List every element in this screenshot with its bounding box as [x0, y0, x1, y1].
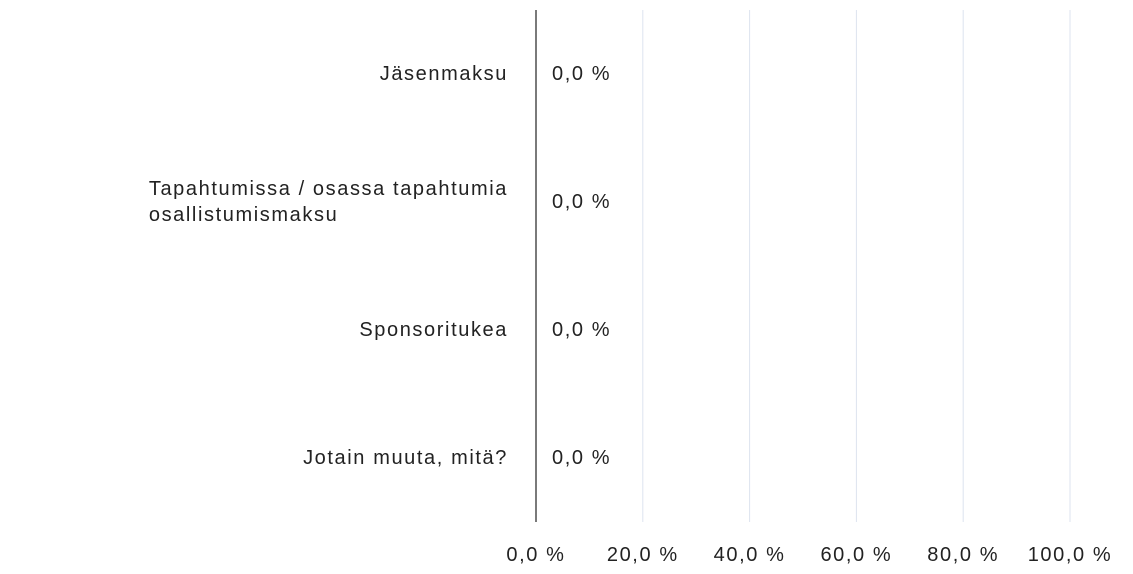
value-label: 0,0 % [552, 319, 612, 341]
x-tick-label: 40,0 % [713, 544, 786, 566]
value-label: 0,0 % [552, 447, 612, 469]
x-tick-label: 100,0 % [1027, 544, 1113, 566]
x-tick-label: 20,0 % [606, 544, 679, 566]
category-label: Jäsenmaksu [379, 63, 508, 85]
value-label: 0,0 % [552, 191, 612, 213]
x-tick-label: 60,0 % [820, 544, 893, 566]
x-tick-label: 0,0 % [506, 544, 566, 566]
x-tick-label: 80,0 % [927, 544, 1000, 566]
value-label: 0,0 % [552, 63, 612, 85]
category-label: Jotain muuta, mitä? [303, 447, 508, 469]
category-label: Sponsoritukea [359, 319, 508, 341]
category-label: Tapahtumissa / osassa tapahtumia osallis… [148, 178, 508, 226]
